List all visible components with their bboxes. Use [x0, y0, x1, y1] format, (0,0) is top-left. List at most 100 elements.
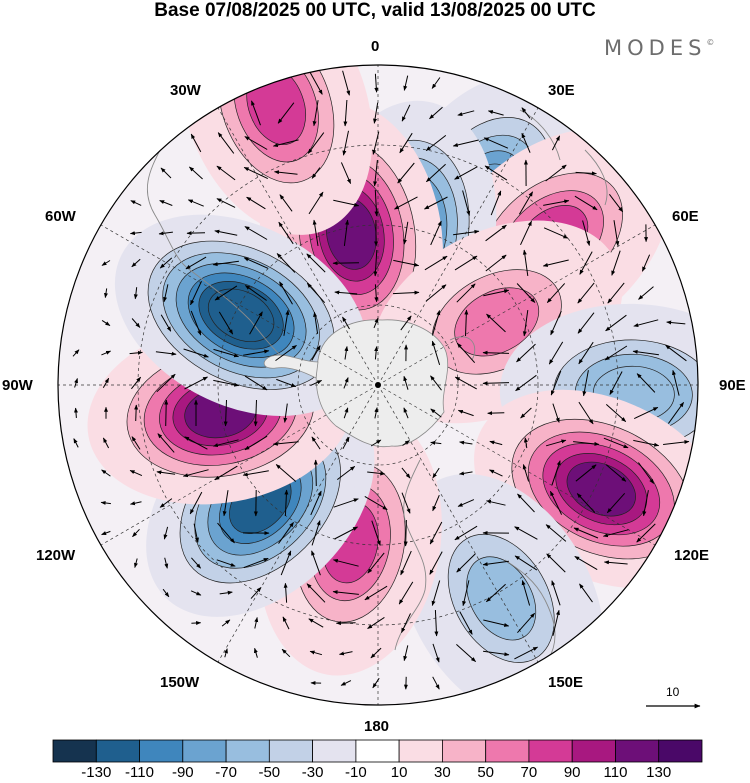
wind-arrow	[102, 437, 110, 449]
wind-arrow	[425, 135, 447, 151]
wind-arrow	[484, 165, 508, 181]
wind-arrow	[431, 580, 441, 606]
wind-arrow	[162, 588, 170, 598]
wind-arrow	[542, 259, 569, 267]
wind-arrow	[603, 560, 628, 565]
wind-arrow	[521, 107, 531, 119]
wind-arrow	[373, 102, 379, 124]
wind-arrow	[403, 407, 409, 419]
wind-arrow	[214, 465, 238, 481]
wind-arrow	[403, 645, 409, 662]
colorbar-swatch	[268, 739, 313, 763]
wind-arrow	[306, 583, 326, 603]
wind-arrow	[522, 464, 530, 482]
wind-arrow	[334, 526, 358, 540]
colorbar-tick-label: -50	[258, 764, 281, 781]
wind-arrow	[372, 131, 380, 155]
wind-arrow	[636, 373, 656, 393]
wind-arrow	[184, 376, 208, 390]
wind-arrow	[432, 467, 440, 479]
wind-arrow	[551, 460, 561, 486]
wind-arrow	[582, 370, 589, 397]
wind-arrow	[190, 280, 202, 306]
wind-arrow	[274, 170, 298, 175]
map-title: Base 07/08/2025 00 UTC, valid 13/08/2025…	[154, 0, 596, 21]
wind-arrow	[243, 349, 270, 356]
wind-arrow	[253, 647, 258, 658]
map-border	[57, 64, 699, 706]
wind-arrow	[101, 319, 111, 327]
wind-arrow	[370, 647, 382, 659]
wind-arrow	[343, 99, 348, 127]
wind-arrow	[663, 440, 690, 445]
wind-arrow	[306, 253, 326, 273]
wind-arrow	[552, 403, 560, 423]
lon-label-60w: 60W	[45, 208, 76, 225]
wind-arrow	[190, 590, 202, 596]
wind-arrow	[489, 440, 503, 446]
wind-arrow	[371, 520, 381, 546]
wind-arrow	[340, 162, 352, 185]
wind-arrow	[251, 100, 261, 126]
wind-arrow	[521, 580, 531, 606]
wind-arrow	[603, 437, 629, 449]
wind-arrow	[367, 471, 386, 476]
meridian-line	[217, 107, 379, 386]
modes-logo: MODES©	[604, 36, 714, 60]
meridian-line	[100, 384, 379, 546]
wind-arrow	[576, 493, 596, 513]
wind-arrow	[402, 221, 409, 245]
colorbar-swatch	[658, 739, 703, 763]
wind-arrow	[575, 464, 597, 482]
lon-label-120w: 120W	[36, 547, 76, 564]
wind-arrow	[606, 492, 626, 514]
wind-arrow	[457, 409, 474, 417]
wind-arrow	[218, 311, 234, 335]
colorbar-tick-label: 50	[477, 764, 495, 781]
wind-arrow	[633, 406, 659, 420]
wind-arrow	[432, 310, 441, 336]
wind-arrow	[482, 381, 510, 386]
wind-arrow	[157, 433, 175, 453]
wind-arrow	[103, 288, 108, 299]
wind-arrow	[633, 439, 660, 447]
wind-arrow	[400, 550, 412, 576]
wind-arrow	[312, 219, 319, 246]
wind-arrow	[163, 526, 169, 540]
wind-arrow	[429, 521, 443, 545]
wind-arrow	[487, 110, 504, 116]
lon-label-120e: 120E	[674, 547, 710, 564]
wind-arrow	[101, 350, 112, 356]
wind-arrow	[426, 163, 446, 183]
wind-arrow	[579, 251, 593, 275]
wind-arrow	[516, 283, 536, 303]
map-disc	[58, 65, 698, 705]
wind-arrow	[424, 255, 448, 271]
wind-arrow	[193, 523, 199, 543]
wind-arrow	[604, 345, 628, 361]
wind-arrow	[217, 522, 235, 544]
meridian-line	[377, 384, 656, 546]
wind-arrow	[459, 611, 473, 635]
wind-arrow	[429, 551, 443, 575]
wind-arrow	[666, 320, 686, 325]
wind-arrow	[434, 609, 439, 637]
meridian-line	[377, 107, 539, 386]
wind-arrow	[573, 441, 600, 446]
wind-arrow	[400, 315, 412, 331]
colorbar-swatch	[441, 739, 487, 763]
wind-arrow	[516, 343, 536, 363]
wind-arrow	[456, 342, 476, 364]
wind-arrow	[605, 464, 627, 482]
wind-arrow	[160, 314, 172, 332]
wind-arrow	[342, 436, 350, 450]
wind-arrow	[452, 139, 479, 147]
wind-arrow	[573, 527, 599, 539]
wind-arrow	[185, 256, 207, 270]
wind-arrow	[373, 160, 378, 187]
wind-arrow	[219, 590, 233, 595]
wind-arrow	[334, 290, 358, 295]
wind-arrow	[244, 375, 268, 391]
lon-label-180: 180	[364, 718, 390, 735]
